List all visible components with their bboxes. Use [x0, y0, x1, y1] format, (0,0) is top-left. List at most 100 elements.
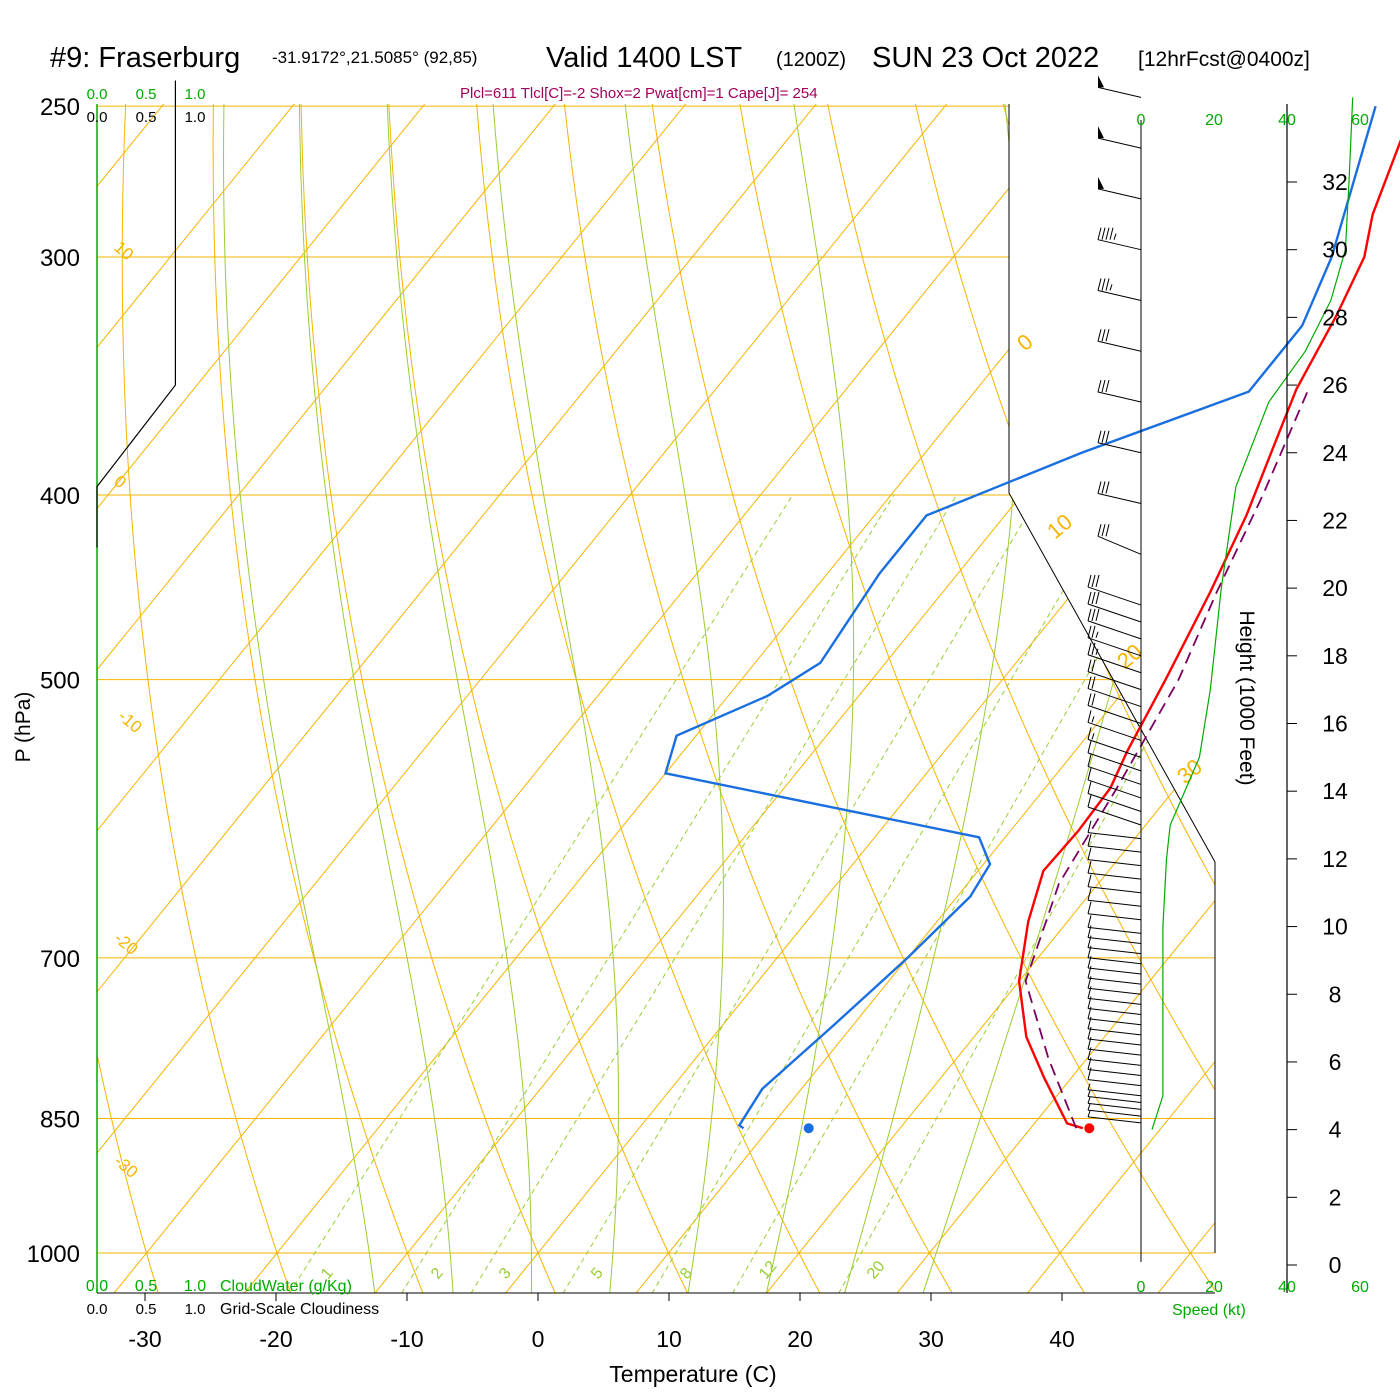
wind-barb-flag [1105, 481, 1110, 494]
wind-barb-staff [1087, 1048, 1142, 1056]
speed-tick-top: 60 [1351, 112, 1369, 129]
wind-barb-flag [1091, 642, 1096, 655]
isotherm-line [97, 104, 1002, 1293]
wind-barb-flag [1091, 591, 1096, 605]
mixing-ratio-label: 2 [428, 1265, 447, 1283]
wind-barb-staff [1097, 239, 1142, 251]
isotherm-line [97, 104, 219, 1293]
height-tick-label: 30 [1322, 237, 1348, 263]
wind-barb-staff [1087, 845, 1142, 853]
speed-tick-top: 0 [1137, 112, 1146, 129]
wind-barb-flag [1091, 625, 1096, 638]
moist-adiabat [490, 104, 619, 1293]
surface-temperature-marker [1084, 1123, 1095, 1134]
wind-barb [1097, 481, 1142, 505]
wind-barb-flag [1097, 481, 1102, 494]
mixing-ratio-label: 3 [496, 1265, 515, 1283]
wind-barb-staff [1087, 752, 1142, 772]
mixing-ratio-label: 20 [864, 1258, 889, 1283]
wind-barb-flag [1087, 847, 1092, 860]
isotherm-line [97, 104, 871, 1293]
wind-barb-staff [1087, 1058, 1142, 1066]
station-title: #9: Fraserburg [50, 42, 240, 74]
dry-adiabat [212, 104, 424, 1293]
wind-barb [1087, 915, 1142, 934]
wind-barb [1097, 176, 1142, 200]
cloudwater-title: CloudWater (g/Kg) [220, 1278, 352, 1295]
x-tick-label: 30 [918, 1326, 944, 1352]
wind-barb-staff [1087, 654, 1142, 674]
wind-barb-staff [1087, 977, 1142, 985]
wind-barb-staff [1087, 705, 1142, 724]
wind-barb [1087, 1097, 1142, 1110]
wind-barb-staff [1087, 688, 1142, 708]
wind-barb-half-flag [1091, 716, 1095, 723]
isotherm-line [113, 104, 1132, 1293]
wind-barb [1087, 625, 1142, 657]
cloudiness-tick-bottom: 1.0 [185, 1301, 206, 1318]
isotherm-label: 30 [1172, 754, 1207, 789]
wind-barb-flag [1091, 608, 1096, 622]
wind-barb-flag [1101, 524, 1106, 537]
wind-barb-flag [1097, 329, 1102, 342]
pressure-tick-label: 1000 [27, 1241, 80, 1268]
wind-barb-flag [1091, 693, 1096, 706]
isotherm-line [1157, 104, 1215, 1293]
wind-speed-profile [1151, 97, 1354, 1130]
dry-adiabat [821, 104, 1215, 1293]
wind-barb-staff [1097, 340, 1142, 352]
wind-barb-staff [1087, 947, 1142, 955]
wind-barb-pennant [1098, 176, 1104, 189]
wind-barb-flag [1105, 430, 1110, 443]
mixing-ratio-label: 8 [677, 1265, 696, 1283]
wind-barb-staff [1087, 1109, 1142, 1117]
wind-barb-staff [1097, 289, 1142, 301]
wind-barb-staff [1087, 603, 1142, 623]
wind-barb-flag [1105, 379, 1110, 393]
wind-barb [1097, 329, 1142, 352]
wind-barb-flag [1087, 874, 1092, 887]
wind-barb [1087, 1110, 1142, 1124]
height-tick-label: 4 [1329, 1117, 1342, 1143]
wind-barb-staff [1087, 1028, 1142, 1036]
y-axis-title: P (hPa) [12, 692, 35, 763]
wind-barb [1087, 676, 1142, 708]
height-tick-label: 24 [1322, 440, 1348, 466]
wind-barb [1087, 820, 1142, 840]
x-tick-label: 40 [1049, 1326, 1075, 1352]
station-coords: -31.9172°,21.5085° (92,85) [272, 48, 477, 67]
moist-adiabat [298, 104, 454, 1293]
x-tick-label: 20 [787, 1326, 813, 1352]
wind-barb-half-flag [1087, 1110, 1091, 1118]
height-tick-label: 10 [1322, 914, 1348, 940]
wind-barb-flag [1087, 861, 1092, 874]
parcel-line [1024, 391, 1309, 1129]
wind-barb-staff [1087, 671, 1142, 691]
wind-barb-flag [1095, 608, 1100, 622]
dry-adiabat [647, 104, 1086, 1293]
wind-barb-staff [1087, 721, 1142, 741]
wind-barb-flag [1101, 379, 1106, 393]
height-axis-title: Height (1000 Feet) [1235, 610, 1258, 785]
moist-adiabat [385, 104, 533, 1293]
mixing-ratio-line [651, 494, 1120, 1293]
wind-barb-staff [1087, 1068, 1142, 1076]
wind-barb-staff [1087, 886, 1142, 894]
pressure-tick-label: 250 [40, 94, 80, 121]
speed-axis-title: Speed (kt) [1172, 1302, 1246, 1319]
isotherm-label: 0 [1012, 329, 1037, 356]
dry-adiabat-label: -30 [110, 1152, 141, 1182]
isotherm-line [0, 37, 87, 1293]
wind-barb-half-flag [1087, 1103, 1091, 1111]
wind-barb-flag [1087, 915, 1092, 928]
temperature-line [1017, 139, 1400, 1130]
moist-adiabat [621, 104, 724, 1293]
wind-barb-staff [1087, 832, 1142, 840]
height-tick-label: 20 [1322, 575, 1348, 601]
wind-barb-pennant [1098, 126, 1104, 139]
height-tick-label: 6 [1329, 1049, 1342, 1075]
wind-barb-half-flag [1087, 1097, 1091, 1104]
wind-barb-half-flag [1095, 631, 1099, 638]
mixing-ratio-line [470, 494, 957, 1293]
